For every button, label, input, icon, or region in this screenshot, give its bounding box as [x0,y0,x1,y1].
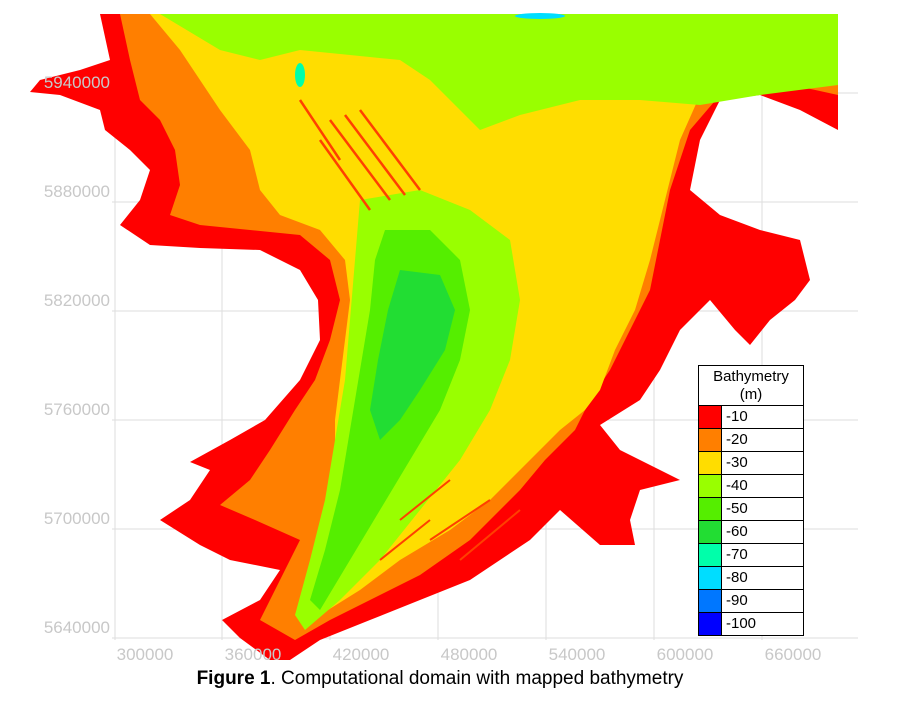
legend-swatch [699,613,722,635]
legend-swatch [699,567,722,589]
depth-region-80 [515,13,565,19]
caption-prefix: Figure 1 [196,668,271,689]
legend-swatch [699,498,722,520]
legend-label: -30 [726,454,748,471]
legend-entry: -60 [699,520,803,543]
legend-entry: -30 [699,451,803,474]
legend-label: -10 [726,408,748,425]
legend-title: Bathymetry (m) [699,366,803,406]
legend-entry: -80 [699,566,803,589]
sand-ridges [298,99,421,211]
legend-entry: -50 [699,497,803,520]
x-tick-label: 360000 [224,645,282,664]
legend-label: -80 [726,569,748,586]
x-tick-label: 420000 [332,645,390,664]
legend-label: -70 [726,546,748,563]
bathymetry-legend: Bathymetry (m) -10 -20 -30 -40 -50 -60 -70 -80-… [698,365,804,636]
legend-swatch [699,544,722,566]
depth-region-40 [160,14,838,130]
y-tick-label: 5640000 [43,618,110,637]
legend-title-line2: (m) [739,386,763,403]
caption-text: . Computational domain with mapped bathy… [270,668,684,689]
legend-label: -40 [726,477,748,494]
x-tick-label: 540000 [548,645,606,664]
legend-entries: -10 -20 -30 -40 -50 -60 -70 -80 -90 -100 [699,406,803,635]
legend-entry: -70 [699,543,803,566]
legend-entry: -90 [699,589,803,612]
legend-swatch [699,406,722,428]
x-tick-label: 660000 [764,645,822,664]
legend-label: -90 [726,592,748,609]
y-tick-label: 5760000 [43,400,110,419]
legend-entry: -40 [699,474,803,497]
legend-swatch [699,590,722,612]
y-tick-label: 5700000 [43,509,110,528]
legend-label: -50 [726,500,748,517]
depth-region-70 [295,63,305,87]
x-tick-label: 300000 [116,645,174,664]
legend-entry: -20 [699,428,803,451]
legend-entry: -10 [699,406,803,428]
sand-ridges-south [379,479,521,561]
x-tick-label: 480000 [440,645,498,664]
y-tick-label: 5940000 [43,73,110,92]
legend-label: -20 [726,431,748,448]
x-tick-label: 600000 [656,645,714,664]
legend-swatch [699,521,722,543]
legend-swatch [699,452,722,474]
legend-entry: -100 [699,612,803,635]
legend-swatch [699,429,722,451]
legend-label: -100 [726,615,757,632]
y-tick-label: 5820000 [43,291,110,310]
depth-region-60 [370,270,455,440]
y-tick-label: 5880000 [43,182,110,201]
legend-label: -60 [726,523,748,540]
legend-swatch [699,475,722,497]
figure-caption: Figure 1. Computational domain with mapp… [0,668,880,690]
legend-title-line1: Bathymetry [713,368,789,385]
